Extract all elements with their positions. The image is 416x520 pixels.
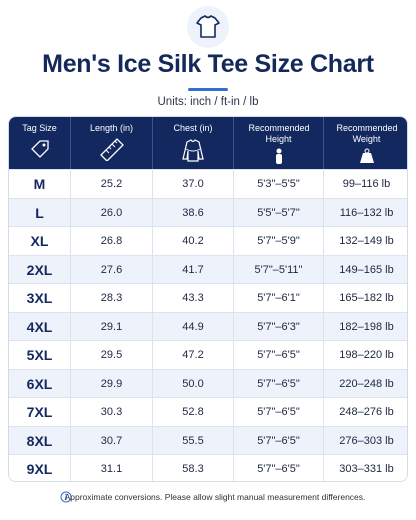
- shirt-icon: [187, 6, 229, 48]
- table-cell: 5'7"–6'5": [234, 455, 324, 481]
- title-underline: [188, 88, 228, 91]
- info-icon: [60, 491, 72, 503]
- table-cell: 116–132 lb: [339, 206, 394, 219]
- table-cell: 38.6: [153, 198, 234, 227]
- header-cell: Recommended Height: [234, 117, 324, 169]
- table-cell: 165–182 lb: [339, 292, 394, 304]
- table-cell: 303–331 lb: [339, 463, 394, 475]
- table-row: 6XL 29.9 50.0 5'7"–6'5" 220–248 lb: [9, 368, 407, 398]
- table-cell: XL: [9, 227, 71, 255]
- header-cell: Length (in): [71, 117, 153, 169]
- table-cell: 3XL: [9, 284, 71, 312]
- table-cell: 5'7"–5'11": [234, 255, 324, 284]
- table-cell: 5'7"–6'5": [234, 426, 324, 455]
- table-row: XL 26.8 40.2 5'7"–5'9" 132–149 lb: [9, 226, 407, 255]
- table-row: 5XL 29.5 47.2 5'7"–6'5" 198–220 lb: [9, 340, 407, 369]
- footnote: Approximate conversions. Please allow sl…: [64, 492, 366, 502]
- table-cell: 5'7"–6'1": [234, 284, 324, 312]
- header-cell: Tag Size: [9, 117, 71, 169]
- table-cell: 276–303 lb: [339, 434, 394, 447]
- table-cell: 149–165 lb: [339, 263, 394, 276]
- subtitle: Units: inch / ft-in / lb: [157, 96, 259, 108]
- table-cell: 50.0: [153, 369, 234, 398]
- table-cell: 27.6: [71, 255, 153, 284]
- table-cell: 182–198 lb: [339, 320, 394, 333]
- table-cell: 132–149 lb: [339, 235, 394, 247]
- table-cell: L: [9, 198, 71, 227]
- person-icon: [275, 148, 282, 164]
- tag-icon: [30, 140, 49, 158]
- table-cell: 58.3: [153, 455, 234, 481]
- weight-icon: [359, 148, 374, 163]
- table-cell: 4XL: [9, 312, 71, 341]
- table-row: 4XL 29.1 44.9 5'7"–6'3" 182–198 lb: [9, 311, 407, 341]
- table-cell: 8XL: [9, 426, 71, 455]
- table-cell: 5'3"–5'5": [234, 170, 324, 198]
- table-cell: 30.7: [71, 426, 153, 455]
- table-row: 7XL 30.3 52.8 5'7"–6'5" 248–276 lb: [9, 397, 407, 426]
- table-cell: 41.7: [153, 255, 234, 284]
- table-cell: 5'7"–6'5": [234, 369, 324, 398]
- table-row: 3XL 28.3 43.3 5'7"–6'1" 165–182 lb: [9, 283, 407, 312]
- table-cell: 47.2: [153, 341, 234, 369]
- table-cell: 5XL: [9, 341, 71, 369]
- table-cell: 5'7"–6'5": [234, 341, 324, 369]
- table-cell: 26.8: [71, 227, 153, 255]
- table-cell: 55.5: [153, 426, 234, 455]
- table-cell: 25.2: [71, 170, 153, 198]
- table-row: 2XL 27.6 41.7 5'7"–5'11" 149–165 lb: [9, 254, 407, 284]
- table-cell: 5'5"–5'7": [234, 198, 324, 227]
- size-table: Tag Size Length (in) Chest (in) Recommen…: [8, 116, 408, 482]
- table-cell: 9XL: [9, 455, 71, 481]
- table-cell: M: [9, 170, 71, 198]
- header-label: Chest (in): [173, 123, 213, 133]
- table-cell: 248–276 lb: [339, 406, 394, 418]
- table-cell: 5'7"–5'9": [234, 227, 324, 255]
- header-cell: Recommended Weight: [324, 117, 407, 169]
- table-row: M 25.2 37.0 5'3"–5'5" 99–116 lb: [9, 169, 407, 198]
- table-cell: 5'7"–6'5": [234, 398, 324, 426]
- chest-icon: [182, 139, 204, 162]
- table-cell: 220–248 lb: [339, 377, 394, 390]
- table-cell: 29.1: [71, 312, 153, 341]
- table-cell: 99–116 lb: [342, 178, 391, 190]
- header-label: Recommended Height: [248, 123, 310, 144]
- table-cell: 52.8: [153, 398, 234, 426]
- header-label: Length (in): [89, 123, 134, 133]
- table-cell: 40.2: [153, 227, 234, 255]
- table-cell: 198–220 lb: [339, 349, 394, 361]
- table-cell: 28.3: [71, 284, 153, 312]
- table-row: L 26.0 38.6 5'5"–5'7" 116–132 lb: [9, 197, 407, 227]
- table-cell: 5'7"–6'3": [234, 312, 324, 341]
- table-cell: 37.0: [153, 170, 234, 198]
- table-cell: 44.9: [153, 312, 234, 341]
- table-cell: 30.3: [71, 398, 153, 426]
- title: Men's Ice Silk Tee Size Chart: [42, 50, 374, 78]
- table-cell: 29.5: [71, 341, 153, 369]
- table-row: 9XL 31.1 58.3 5'7"–6'5" 303–331 lb: [9, 454, 407, 481]
- ruler-icon: [99, 138, 124, 161]
- table-cell: 26.0: [71, 198, 153, 227]
- table-cell: 29.9: [71, 369, 153, 398]
- table-cell: 43.3: [153, 284, 234, 312]
- table-cell: 6XL: [9, 369, 71, 398]
- table-cell: 31.1: [71, 455, 153, 481]
- header-label: Tag Size: [22, 123, 57, 133]
- table-cell: 2XL: [9, 255, 71, 284]
- table-cell: 7XL: [9, 398, 71, 426]
- table-row: 8XL 30.7 55.5 5'7"–6'5" 276–303 lb: [9, 425, 407, 455]
- header-cell: Chest (in): [153, 117, 234, 169]
- header-label: Recommended Weight: [336, 123, 398, 144]
